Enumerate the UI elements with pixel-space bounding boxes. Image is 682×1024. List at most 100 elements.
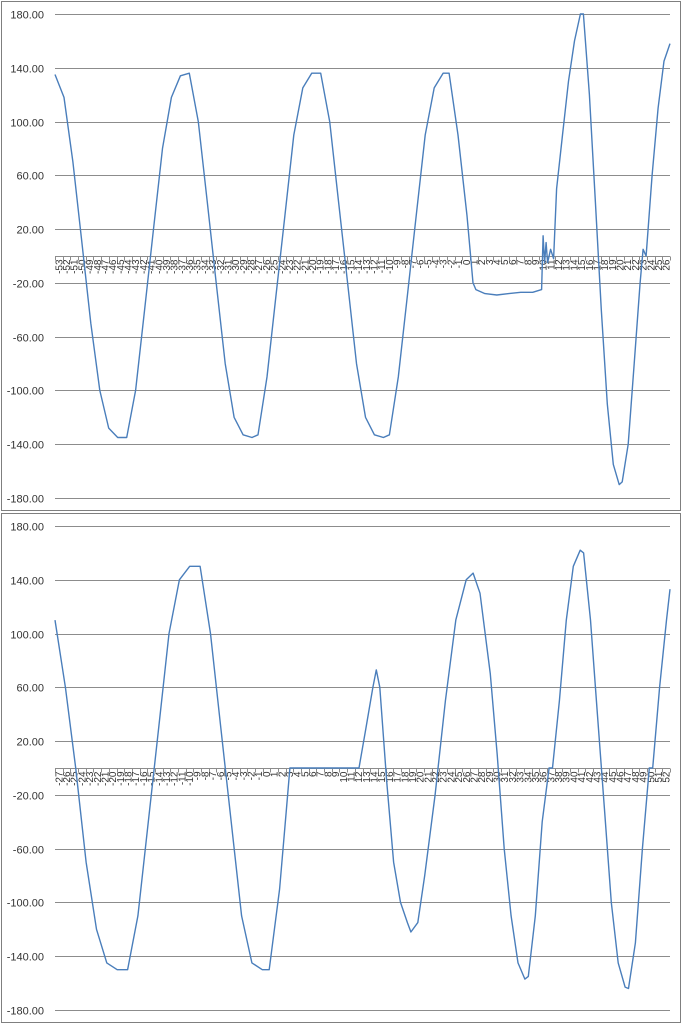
y-tick-label: -100.00 bbox=[7, 386, 44, 398]
x-tick-label: 44 bbox=[600, 771, 611, 783]
x-tick-label: 16 bbox=[385, 771, 396, 783]
x-tick-label: 9 bbox=[331, 771, 342, 777]
x-tick-label: 28 bbox=[477, 771, 488, 783]
x-tick-label: 8 bbox=[323, 771, 334, 777]
x-tick-label: 19 bbox=[608, 259, 619, 271]
x-tick-label: -22 bbox=[293, 259, 304, 274]
y-tick-label: -60.00 bbox=[13, 845, 44, 857]
x-tick-label: -43 bbox=[131, 259, 142, 274]
x-tick-label: -52 bbox=[62, 259, 73, 274]
x-tick-label: -24 bbox=[77, 771, 88, 786]
x-tick-label: -25 bbox=[70, 771, 81, 786]
x-tick-label: 0 bbox=[262, 771, 273, 777]
x-tick-label: -32 bbox=[216, 259, 227, 274]
x-tick-label: 40 bbox=[569, 771, 580, 783]
x-tick-label: -47 bbox=[101, 259, 112, 274]
x-tick-label: 23 bbox=[639, 259, 650, 271]
x-tick-label: 7 bbox=[316, 771, 327, 777]
x-tick-label: -10 bbox=[185, 771, 196, 786]
y-tick-label: -180.00 bbox=[7, 494, 44, 506]
x-tick-label: -36 bbox=[185, 259, 196, 274]
x-tick-label: 14 bbox=[569, 259, 580, 271]
x-tick-label: 7 bbox=[516, 259, 527, 265]
x-tick-label: -39 bbox=[162, 259, 173, 274]
x-tick-label: -37 bbox=[177, 259, 188, 274]
x-tick-label: 52 bbox=[662, 771, 673, 783]
x-tick-label: 27 bbox=[470, 771, 481, 783]
y-tick-label: -20.00 bbox=[13, 279, 44, 291]
x-tick-label: 15 bbox=[577, 259, 588, 271]
x-tick-label: 17 bbox=[393, 771, 404, 783]
x-tick-label: -34 bbox=[200, 259, 211, 274]
x-tick-label: -18 bbox=[124, 771, 135, 786]
x-tick-label: 22 bbox=[631, 259, 642, 271]
x-tick-label: -27 bbox=[254, 259, 265, 274]
x-tick-label: 19 bbox=[408, 771, 419, 783]
x-tick-label: -12 bbox=[370, 259, 381, 274]
x-tick-label: 31 bbox=[500, 771, 511, 783]
x-tick-label: 25 bbox=[454, 771, 465, 783]
y-tick-label: -100.00 bbox=[7, 898, 44, 910]
x-tick-label: 11 bbox=[347, 771, 358, 782]
x-tick-label: 17 bbox=[593, 259, 604, 271]
x-tick-label: 8 bbox=[523, 259, 534, 265]
y-tick-label: 20.00 bbox=[16, 225, 44, 237]
x-tick-label: 1 bbox=[470, 259, 481, 265]
x-tick-label: -11 bbox=[377, 259, 388, 273]
x-tick-label: 48 bbox=[631, 771, 642, 783]
x-tick-label: 20 bbox=[616, 259, 627, 271]
x-tick-label: 6 bbox=[308, 771, 319, 777]
x-tick-label: 51 bbox=[654, 771, 665, 783]
y-tick-label: 180.00 bbox=[10, 522, 44, 534]
x-tick-label: -19 bbox=[316, 259, 327, 274]
x-tick-label: 30 bbox=[493, 771, 504, 783]
x-tick-label: -1 bbox=[254, 771, 265, 780]
x-tick-label: -38 bbox=[170, 259, 181, 274]
bottom-chart-frame bbox=[1, 513, 681, 1023]
x-tick-label: -20 bbox=[108, 771, 119, 786]
bottom-chart: 180.00 140.00 100.00 60.00 20.00 -20.00 -60.00… bbox=[7, 522, 673, 1018]
x-tick-label: 1 bbox=[270, 771, 281, 777]
x-tick-label: -17 bbox=[131, 771, 142, 786]
x-tick-label: -25 bbox=[270, 259, 281, 274]
x-tick-label: -3 bbox=[439, 259, 450, 268]
x-tick-label: -30 bbox=[231, 259, 242, 274]
x-tick-label: -7 bbox=[208, 771, 219, 780]
x-tick-label: 10 bbox=[539, 259, 550, 271]
x-tick-label: 47 bbox=[623, 771, 634, 783]
x-tick-label: 18 bbox=[400, 771, 411, 783]
x-tick-label: 24 bbox=[446, 771, 457, 783]
x-tick-label: -29 bbox=[239, 259, 250, 274]
x-tick-label: -3 bbox=[239, 771, 250, 780]
x-tick-label: -50 bbox=[77, 259, 88, 274]
x-tick-label: -2 bbox=[247, 771, 258, 780]
x-tick-label: -15 bbox=[347, 259, 358, 274]
x-tick-label: -31 bbox=[224, 259, 235, 274]
y-tick-label: -140.00 bbox=[7, 952, 44, 964]
x-tick-label: -27 bbox=[54, 771, 65, 786]
x-tick-label: -17 bbox=[331, 259, 342, 274]
y-tick-label: 60.00 bbox=[16, 683, 44, 695]
x-tick-label: -49 bbox=[85, 259, 96, 274]
x-tick-label: -4 bbox=[231, 771, 242, 780]
x-tick-label: -51 bbox=[70, 259, 81, 274]
x-tick-label: -44 bbox=[124, 259, 135, 274]
x-tick-label: 0 bbox=[462, 259, 473, 265]
x-tick-label: 41 bbox=[577, 771, 588, 783]
x-tick-label: 15 bbox=[377, 771, 388, 783]
x-tick-label: 34 bbox=[523, 771, 534, 783]
x-tick-label: -23 bbox=[85, 771, 96, 786]
x-tick-label: 2 bbox=[477, 259, 488, 265]
x-tick-label: -5 bbox=[423, 259, 434, 268]
y-tick-label: -180.00 bbox=[7, 1006, 44, 1018]
x-tick-label: -45 bbox=[116, 259, 127, 274]
x-tick-label: -28 bbox=[247, 259, 258, 274]
x-tick-label: -13 bbox=[362, 259, 373, 274]
y-tick-label: 180.00 bbox=[10, 10, 44, 22]
x-tick-label: 38 bbox=[554, 771, 565, 783]
x-tick-label: 36 bbox=[539, 771, 550, 783]
x-tick-label: -5 bbox=[224, 771, 235, 780]
y-tick-label: -20.00 bbox=[13, 791, 44, 803]
